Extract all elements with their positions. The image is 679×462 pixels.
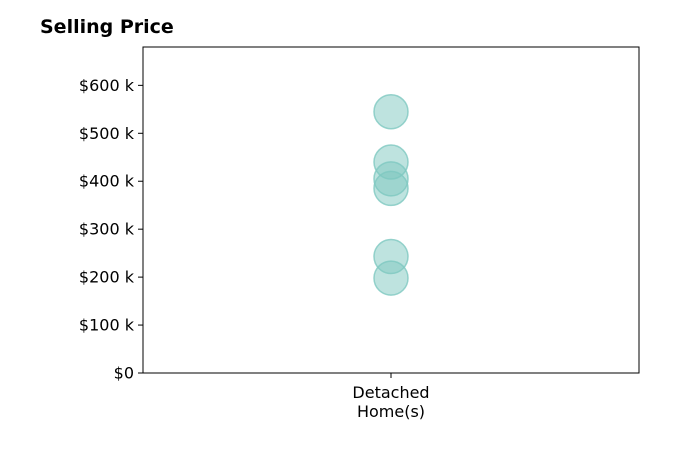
y-axis: $0 $100 k $200 k $300 k $400 k $500 k $600 k [79,76,143,383]
y-tick-label: $600 k [79,76,135,95]
y-tick-label: $200 k [79,268,135,287]
y-tick-label: $100 k [79,316,135,335]
y-tick-label: $400 k [79,172,135,191]
data-point [373,170,409,207]
x-tick-label: Detached Home(s) [352,383,429,421]
chart-title: Selling Price [40,16,174,38]
x-axis: Detached Home(s) [352,373,430,421]
data-point [373,260,409,296]
y-tick-label: $300 k [79,220,135,239]
points-layer [373,93,409,296]
y-tick-label: $500 k [79,124,135,143]
data-point [373,93,409,130]
y-tick-label: $0 [114,364,134,383]
